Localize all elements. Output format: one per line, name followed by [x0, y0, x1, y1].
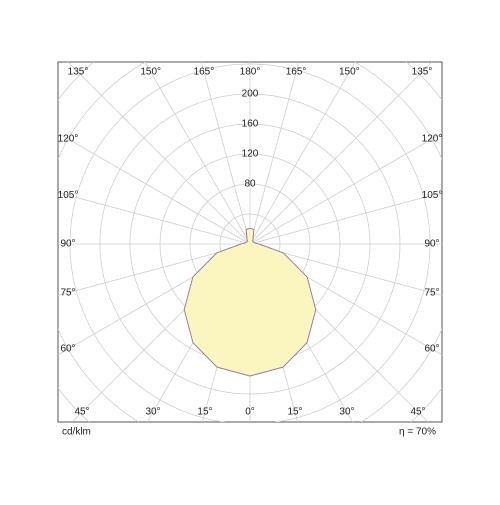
- angle-label: 60°: [424, 344, 439, 355]
- intensity-curve: [183, 227, 251, 377]
- angle-label: 45°: [74, 407, 89, 418]
- angle-label: 135°: [68, 67, 89, 78]
- angle-label: 90°: [60, 239, 75, 250]
- angle-label: 135°: [412, 67, 433, 78]
- intensity-area: [250, 228, 316, 376]
- intensity-area: [184, 228, 250, 376]
- angle-label: 105°: [422, 190, 443, 201]
- curve: [183, 227, 317, 377]
- unit-label: cd/klm: [62, 427, 91, 438]
- grid-ray: [67, 62, 251, 245]
- grid-ray: [249, 243, 442, 296]
- grid-ray: [58, 132, 251, 245]
- grid-ray: [58, 243, 251, 296]
- angle-label: 165°: [194, 67, 215, 78]
- angle-label: 120°: [58, 134, 79, 145]
- grid-ray: [249, 62, 300, 245]
- angle-label: 75°: [424, 287, 439, 298]
- radial-tick-label: 200: [242, 89, 259, 100]
- labels: 0° 15° 15° 30° 30° 45° 45° 60° 60° 75° 75° 90° 90° 10…: [58, 67, 443, 418]
- efficiency-label: η = 70%: [399, 427, 436, 438]
- angle-label: 30°: [339, 407, 354, 418]
- angle-label: 30°: [145, 407, 160, 418]
- angle-label: 180°: [240, 67, 261, 78]
- angle-label: 120°: [422, 134, 443, 145]
- grid-ray: [249, 62, 356, 245]
- angle-label: 150°: [339, 67, 360, 78]
- radial-tick-label: 160: [242, 119, 259, 130]
- angle-label: 45°: [410, 407, 425, 418]
- grid-ray: [144, 62, 251, 245]
- grid-ray: [249, 192, 442, 245]
- angle-label: 15°: [197, 407, 212, 418]
- radial-tick-label: 80: [244, 179, 256, 190]
- angle-label: 165°: [286, 67, 307, 78]
- grid-ray: [58, 192, 251, 245]
- radial-tick-label: 120: [242, 149, 259, 160]
- angle-label: 0°: [245, 407, 255, 418]
- intensity-curve: [249, 227, 317, 377]
- angle-label: 90°: [424, 239, 439, 250]
- angle-label: 15°: [287, 407, 302, 418]
- angle-label: 105°: [58, 190, 79, 201]
- angle-label: 60°: [60, 344, 75, 355]
- grid-ray: [200, 62, 251, 245]
- angle-label: 75°: [60, 287, 75, 298]
- grid-ray: [249, 62, 433, 245]
- angle-label: 150°: [140, 67, 161, 78]
- grid-ray: [249, 132, 442, 245]
